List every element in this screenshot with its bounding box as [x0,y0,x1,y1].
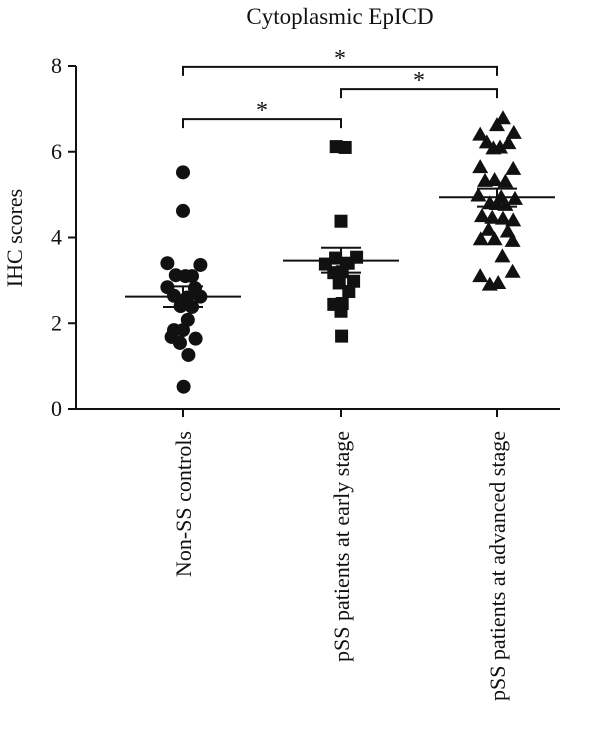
data-point [500,135,517,150]
data-point [176,379,191,394]
data-point [338,140,352,154]
category-label: Non-SS controls [171,431,196,577]
y-tick-label: 4 [51,225,62,250]
data-point [486,231,503,246]
data-point [181,347,196,362]
y-tick-label: 0 [51,396,62,421]
y-tick-label: 8 [51,53,62,78]
data-point [494,248,511,263]
significance-brackets: * * * [182,46,498,129]
data-point [504,232,521,247]
data-point [480,221,497,236]
data-point [472,268,489,283]
significance-bracket [182,65,498,76]
data-point [474,208,490,223]
data-point [334,304,348,318]
significance-star: * [334,46,346,72]
y-axis-label: IHC scores [2,189,27,287]
y-tick-label: 6 [51,139,62,164]
data-point [160,256,175,271]
data-point [504,263,521,278]
data-point [495,210,511,225]
data-point [497,173,514,188]
data-point [478,134,495,149]
data-point [334,214,348,228]
data-point [472,126,489,141]
significance-bracket [182,118,342,129]
data-point [350,250,364,264]
chart-title: Cytoplasmic EpICD [246,4,433,29]
data-point [505,124,522,139]
data-point [492,139,508,154]
category-label: pSS patients at early stage [329,431,354,662]
data-point [472,159,489,174]
data-point [176,203,190,218]
data-point [505,160,522,175]
data-point [335,329,349,343]
data-point [185,269,199,284]
data-point [505,212,522,227]
data-point [472,231,489,246]
significance-star: * [256,98,268,124]
mean-sem-bars [125,187,555,308]
axes [68,65,560,417]
data-point [486,172,503,187]
category-labels: Non-SS controls pSS patients at early sta… [171,431,510,701]
data-point [173,335,187,350]
category-label: pSS patients at advanced stage [485,431,510,701]
data-point [490,274,507,289]
data-point [188,331,203,346]
data-point [499,223,516,238]
data-point [193,257,208,272]
y-tick-labels: 0 2 4 6 8 [51,53,62,421]
data-point [484,209,501,224]
y-tick-label: 2 [51,310,62,335]
data-point [342,285,356,299]
data-point [489,117,505,132]
data-point [176,323,190,338]
significance-bracket [340,88,498,99]
significance-star: * [413,68,425,94]
data-point [347,274,361,288]
data-point [176,165,190,180]
